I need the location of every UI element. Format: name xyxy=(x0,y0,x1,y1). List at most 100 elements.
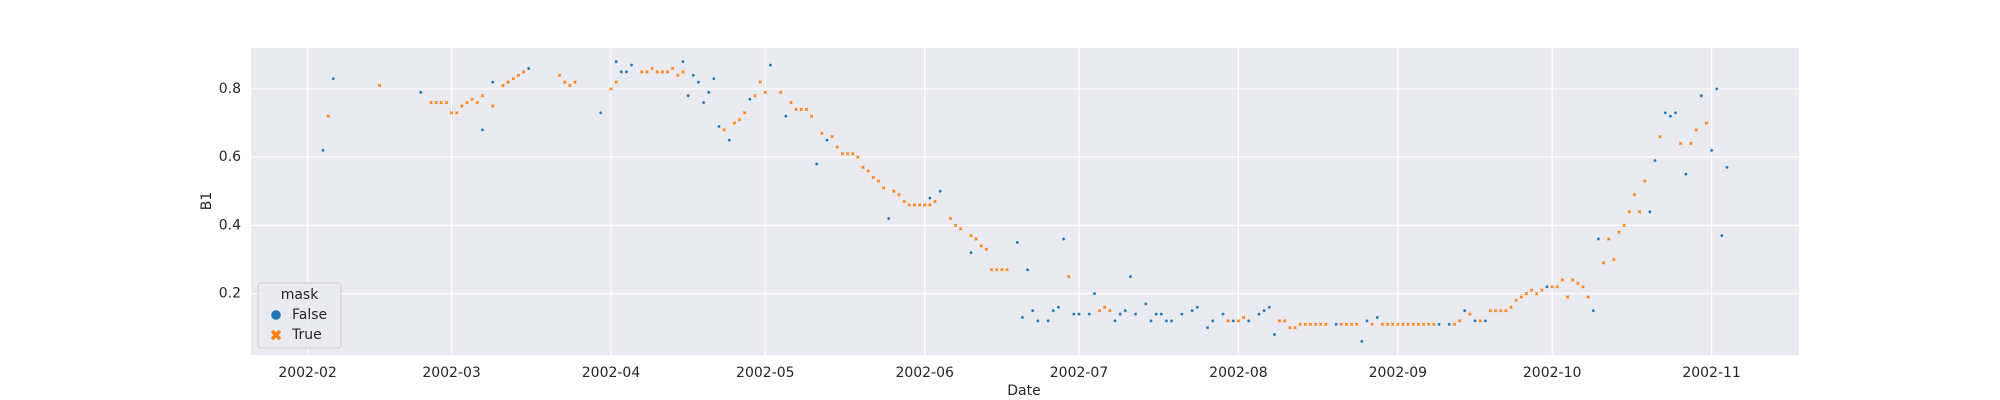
point xyxy=(1658,134,1662,139)
point xyxy=(1483,319,1488,323)
x-tick-label: 2002-07 xyxy=(1050,365,1109,381)
point xyxy=(681,59,685,64)
point xyxy=(928,196,932,200)
point xyxy=(876,179,881,183)
point xyxy=(892,189,896,193)
point xyxy=(845,152,850,156)
point xyxy=(1560,278,1565,282)
point xyxy=(1354,322,1359,327)
point xyxy=(763,90,767,95)
point xyxy=(1282,319,1287,323)
point xyxy=(1144,302,1148,306)
x-axis-label: Date xyxy=(1007,383,1040,399)
point xyxy=(1318,322,1323,327)
point xyxy=(861,165,865,170)
point xyxy=(737,117,742,122)
point xyxy=(1632,192,1637,197)
point xyxy=(1678,141,1683,146)
point xyxy=(614,80,618,84)
point xyxy=(1627,210,1632,214)
point xyxy=(814,162,819,166)
point xyxy=(1684,172,1688,176)
y-axis-label: B1 xyxy=(199,192,215,211)
point xyxy=(1709,148,1714,153)
point xyxy=(784,114,788,118)
point xyxy=(691,73,696,78)
point xyxy=(1637,210,1642,214)
point xyxy=(1699,94,1704,98)
point xyxy=(598,111,603,115)
point xyxy=(377,83,382,88)
x-tick-label: 2002-04 xyxy=(582,365,641,381)
point xyxy=(1128,274,1133,279)
point xyxy=(712,76,716,81)
point xyxy=(1714,87,1719,91)
point xyxy=(1437,322,1441,327)
point xyxy=(1339,322,1344,327)
point xyxy=(506,80,510,84)
point xyxy=(1462,308,1467,313)
point xyxy=(1375,315,1380,320)
point xyxy=(1704,121,1709,125)
point xyxy=(969,250,973,255)
point xyxy=(830,134,834,139)
x-tick-label: 2002-09 xyxy=(1369,365,1428,381)
point xyxy=(501,83,505,88)
point xyxy=(969,233,973,238)
point xyxy=(609,87,613,91)
legend-label: True xyxy=(291,327,322,343)
point xyxy=(460,104,464,108)
point xyxy=(1498,308,1503,313)
point xyxy=(1036,319,1040,323)
point xyxy=(1524,291,1529,296)
point xyxy=(1236,319,1241,323)
point xyxy=(1529,288,1534,292)
point xyxy=(979,244,983,248)
point xyxy=(568,83,572,88)
point xyxy=(1262,308,1266,313)
point xyxy=(573,80,577,84)
point xyxy=(743,111,747,115)
point xyxy=(953,223,958,228)
point xyxy=(1087,312,1092,316)
point xyxy=(1390,322,1395,327)
point xyxy=(331,76,336,81)
point xyxy=(1545,285,1549,289)
point xyxy=(928,203,932,207)
point xyxy=(1298,322,1302,327)
point xyxy=(686,94,690,98)
point xyxy=(1509,305,1513,309)
point xyxy=(1694,128,1698,132)
point xyxy=(789,100,793,105)
point xyxy=(1493,308,1498,313)
point xyxy=(455,111,459,115)
point xyxy=(1576,281,1580,286)
point xyxy=(1102,305,1107,309)
point xyxy=(1092,291,1097,296)
point xyxy=(1401,322,1405,327)
point xyxy=(1149,319,1153,323)
point xyxy=(665,70,670,74)
point xyxy=(948,216,953,221)
point xyxy=(1169,319,1174,323)
point xyxy=(1360,339,1364,344)
point xyxy=(1066,274,1071,279)
point xyxy=(1118,312,1122,316)
legend-title: mask xyxy=(281,287,320,303)
point xyxy=(871,175,875,180)
point xyxy=(1056,305,1061,309)
point xyxy=(799,107,803,112)
point xyxy=(1416,322,1421,327)
point xyxy=(1030,308,1035,313)
point xyxy=(1334,322,1338,327)
point xyxy=(1689,141,1693,146)
point xyxy=(1113,319,1117,323)
point xyxy=(1591,308,1596,313)
point xyxy=(1308,322,1313,327)
point xyxy=(820,131,824,135)
point xyxy=(480,94,485,98)
x-tick-label: 2002-10 xyxy=(1523,365,1582,381)
point xyxy=(732,121,737,125)
point xyxy=(706,90,711,95)
